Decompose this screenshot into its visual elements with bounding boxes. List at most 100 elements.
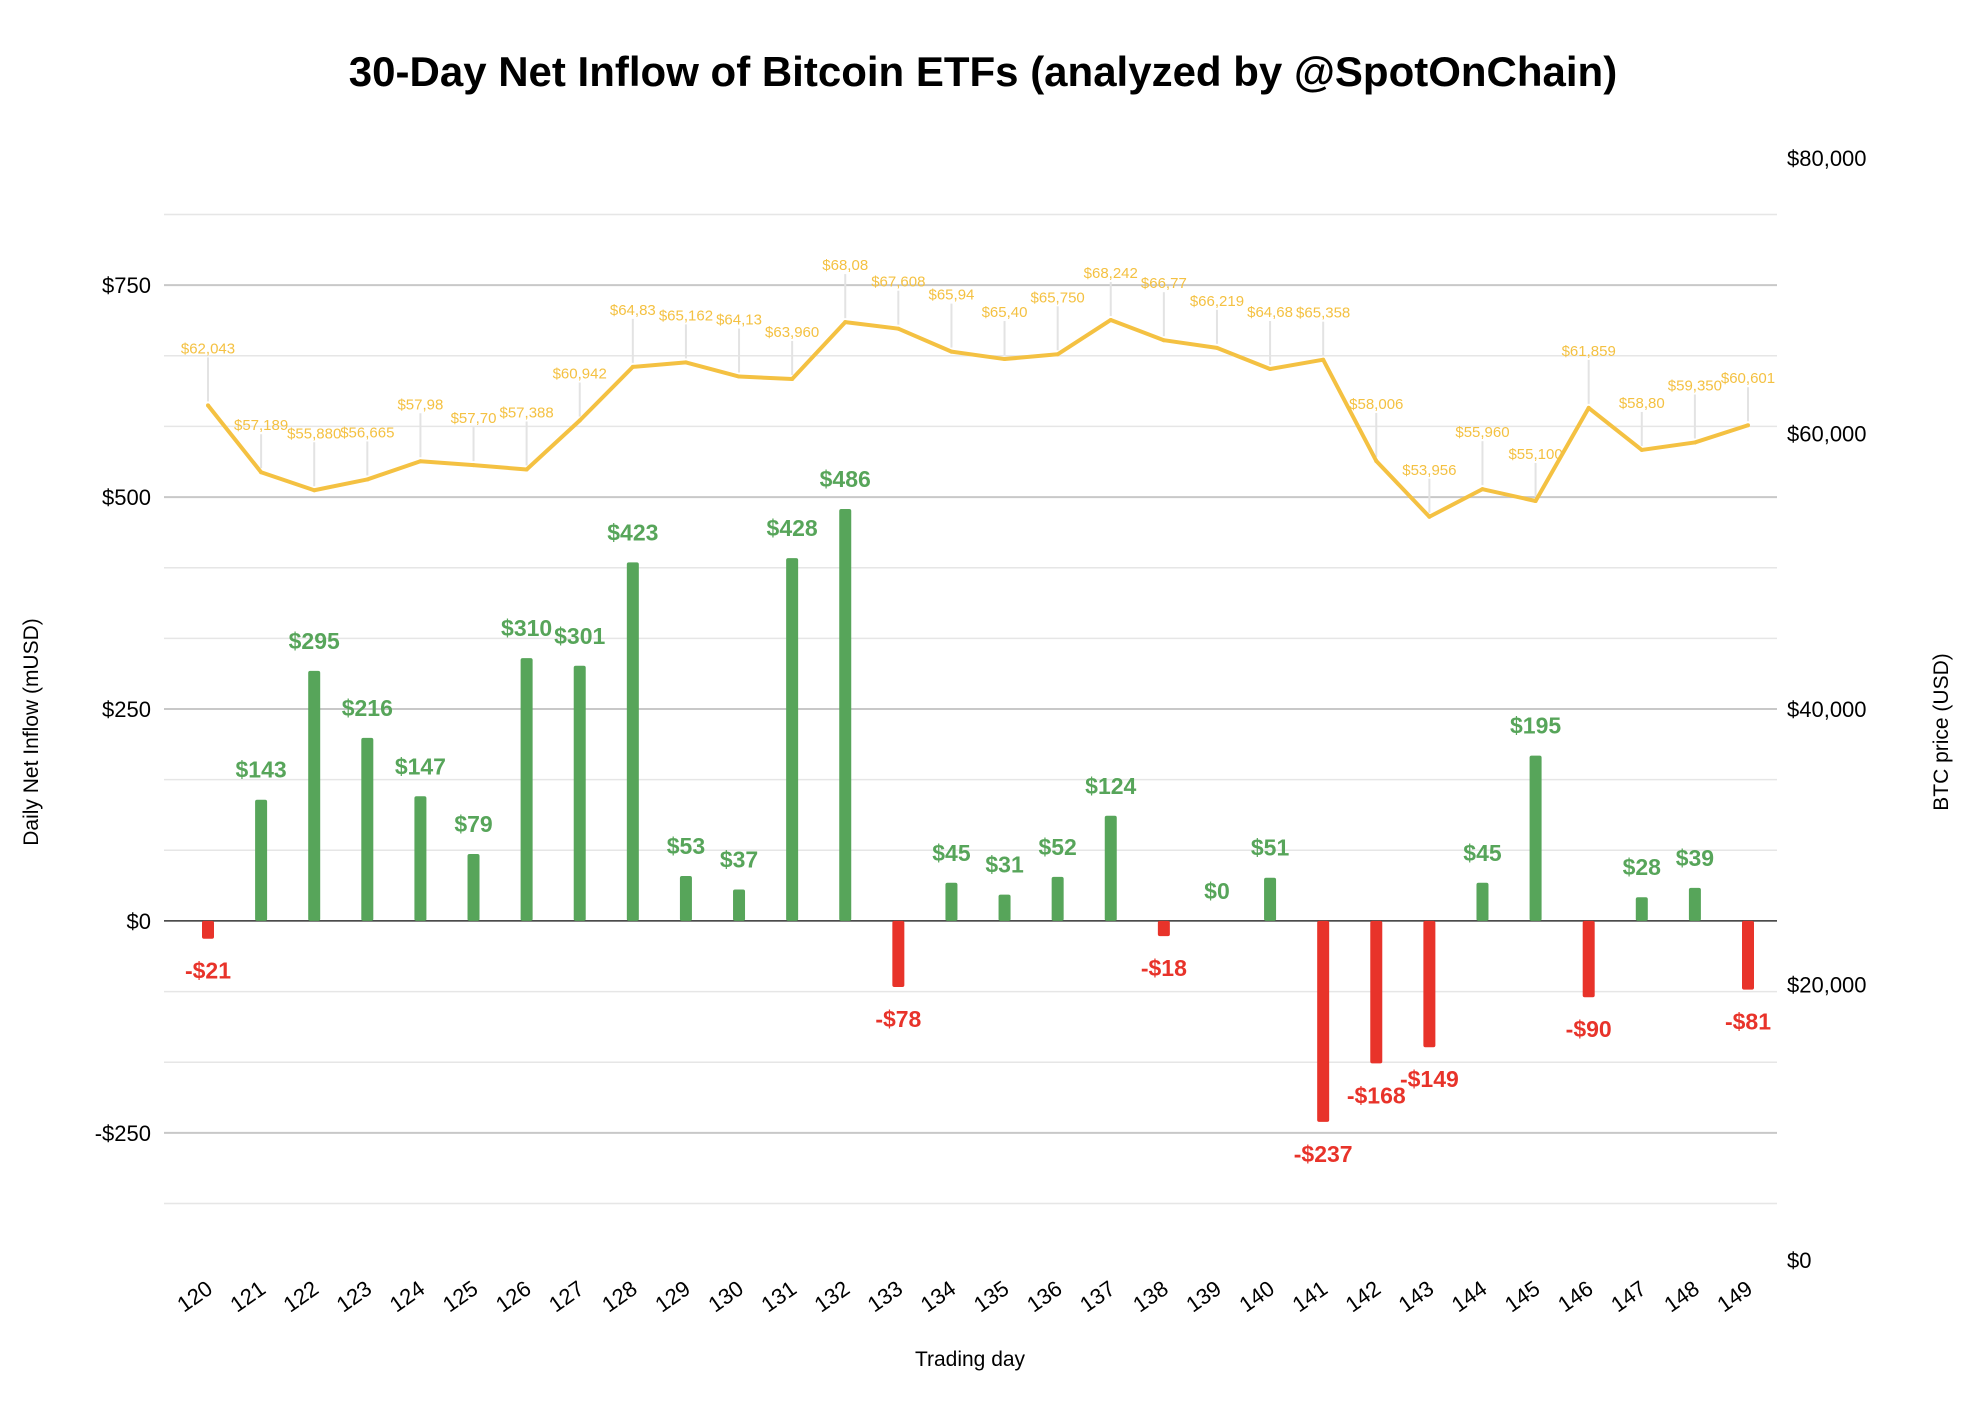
bar-value-label: $28 xyxy=(1623,854,1662,880)
bar xyxy=(1370,920,1383,1064)
bar xyxy=(308,670,321,921)
bar xyxy=(892,920,905,988)
price-point xyxy=(1055,352,1060,357)
bar xyxy=(1582,920,1595,998)
price-point xyxy=(1161,338,1166,343)
bar-value-label: $31 xyxy=(985,852,1024,878)
bar xyxy=(1317,920,1330,1122)
price-label: $66,219 xyxy=(1190,293,1244,310)
price-label: $57,388 xyxy=(500,404,554,421)
x-tick-label: 143 xyxy=(1394,1276,1438,1318)
x-tick-label: 128 xyxy=(597,1276,641,1318)
bar-value-label: $52 xyxy=(1038,834,1076,860)
bar xyxy=(786,558,799,921)
price-line-group xyxy=(206,317,1750,519)
price-point xyxy=(683,360,688,365)
x-tick-label: 123 xyxy=(332,1276,376,1318)
bar xyxy=(1264,877,1277,921)
bar-value-label: $301 xyxy=(554,623,605,649)
bar-value-label: -$149 xyxy=(1400,1066,1459,1092)
x-tick-label: 138 xyxy=(1128,1276,1172,1318)
bar xyxy=(361,737,374,921)
x-tick-label: 147 xyxy=(1606,1276,1650,1318)
x-tick-label: 124 xyxy=(385,1276,429,1318)
bar-value-label: $143 xyxy=(236,757,287,783)
price-label: $60,601 xyxy=(1721,370,1775,387)
x-tick-label: 121 xyxy=(226,1276,270,1318)
x-tick-label: 126 xyxy=(491,1276,535,1318)
y-tick-label: -$250 xyxy=(95,1121,151,1146)
price-label: $66,77 xyxy=(1141,275,1187,292)
bar xyxy=(467,853,480,921)
bar xyxy=(945,882,958,921)
price-point xyxy=(259,470,264,475)
price-point xyxy=(1268,366,1273,371)
price-point xyxy=(737,374,742,379)
bar-value-label: $216 xyxy=(342,695,393,721)
bar-value-label: -$21 xyxy=(185,958,231,984)
price-label: $67,608 xyxy=(871,274,925,291)
x-tick-label: 139 xyxy=(1181,1276,1225,1318)
bar xyxy=(202,920,214,939)
y2-tick-label: $20,000 xyxy=(1787,973,1867,998)
price-point xyxy=(1002,357,1007,362)
y-tick-label: $0 xyxy=(127,909,151,934)
price-point xyxy=(630,364,635,369)
x-tick-label: 133 xyxy=(863,1276,907,1318)
bar xyxy=(1635,897,1648,921)
bar xyxy=(1688,887,1701,921)
bar xyxy=(1476,882,1489,921)
price-point xyxy=(577,418,582,423)
x-tick-label: 129 xyxy=(650,1276,694,1318)
bar-value-label: $53 xyxy=(667,833,705,859)
bar xyxy=(573,665,586,921)
price-label: $63,960 xyxy=(765,324,819,341)
price-label: $53,956 xyxy=(1402,462,1456,479)
price-label: $58,80 xyxy=(1619,395,1665,412)
bar xyxy=(998,894,1011,921)
bar-value-label: -$78 xyxy=(875,1006,921,1032)
x-tick-label: 142 xyxy=(1341,1276,1385,1318)
bar-value-label: $124 xyxy=(1085,773,1136,799)
price-point xyxy=(1533,498,1538,503)
price-label: $65,358 xyxy=(1296,305,1350,322)
bar-value-label: $39 xyxy=(1676,845,1714,871)
price-line xyxy=(206,317,1749,519)
bar xyxy=(1051,876,1064,921)
bar-value-label: -$81 xyxy=(1725,1009,1771,1035)
bar xyxy=(1529,755,1542,921)
price-label: $65,162 xyxy=(659,307,713,324)
bar-value-label: $45 xyxy=(1463,840,1502,866)
bar-value-label: $37 xyxy=(720,847,758,873)
price-point xyxy=(471,463,476,468)
price-label: $56,665 xyxy=(340,424,394,441)
price-point xyxy=(1214,345,1219,350)
price-label: $64,83 xyxy=(610,302,656,319)
bar-value-label: $195 xyxy=(1510,713,1561,739)
price-label: $65,750 xyxy=(1031,289,1085,306)
bar-value-label: $295 xyxy=(289,628,340,654)
bar xyxy=(1742,920,1754,990)
bar-value-label: $0 xyxy=(1204,878,1230,904)
bars xyxy=(202,508,1754,1122)
x-tick-label: 130 xyxy=(703,1276,747,1318)
price-point xyxy=(524,467,529,472)
price-label: $68,242 xyxy=(1084,265,1138,282)
bar-value-label: -$90 xyxy=(1566,1016,1612,1042)
bar-value-label: -$18 xyxy=(1141,955,1187,981)
price-label: $62,043 xyxy=(181,340,235,357)
price-point xyxy=(365,477,370,482)
price-label: $65,94 xyxy=(929,287,975,304)
x-tick-label: 144 xyxy=(1447,1276,1491,1318)
axes: -$250 $0 $250 $500 $750 $0 $20,000 $40,000 $60,0… xyxy=(95,146,1867,1317)
x-tick-label: 125 xyxy=(438,1276,482,1318)
bar-value-label: -$168 xyxy=(1347,1082,1406,1108)
price-point xyxy=(1427,514,1432,519)
bar xyxy=(255,799,268,921)
x-tick-label: 149 xyxy=(1712,1276,1756,1318)
price-point xyxy=(1321,357,1326,362)
x-tick-label: 120 xyxy=(172,1276,216,1318)
x-tick-label: 145 xyxy=(1500,1276,1544,1318)
x-tick-label: 127 xyxy=(544,1276,588,1318)
